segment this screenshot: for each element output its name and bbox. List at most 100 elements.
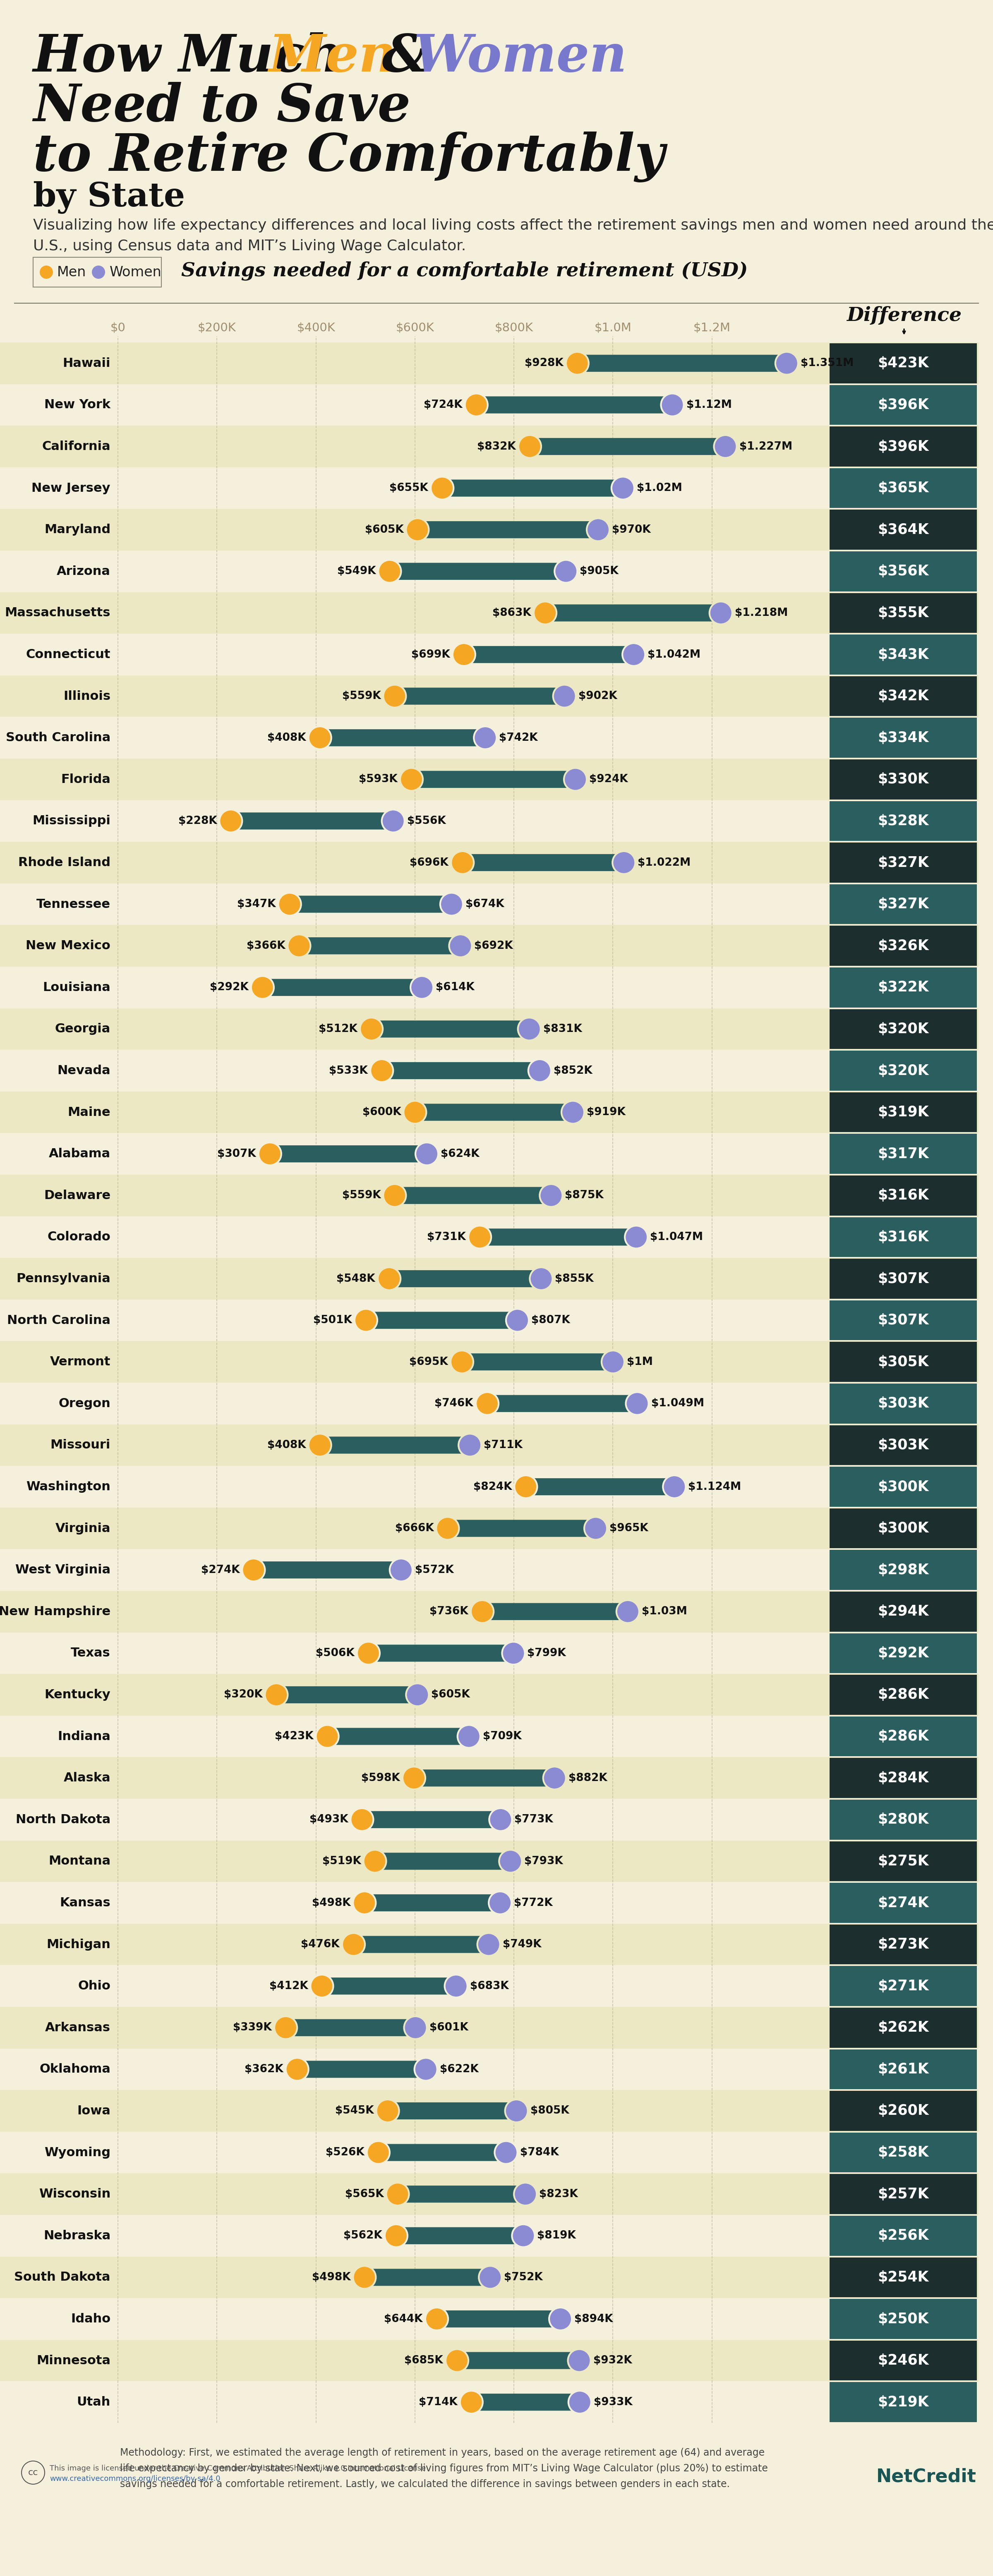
FancyBboxPatch shape	[829, 2257, 977, 2298]
Text: $246K: $246K	[878, 2354, 928, 2367]
Text: This image is licensed under the Creative Commons Attribution-Share Alike 4.0 In: This image is licensed under the Creativ…	[50, 2465, 426, 2473]
FancyBboxPatch shape	[462, 1352, 614, 1370]
Circle shape	[360, 1018, 382, 1041]
Text: New Mexico: New Mexico	[26, 940, 110, 951]
Text: $342K: $342K	[878, 690, 928, 703]
FancyBboxPatch shape	[0, 1257, 978, 1298]
Circle shape	[376, 2099, 399, 2123]
Text: $256K: $256K	[878, 2228, 928, 2244]
Text: $423K: $423K	[275, 1731, 314, 1741]
Text: $423K: $423K	[878, 355, 928, 371]
Text: $559K: $559K	[342, 690, 380, 701]
FancyBboxPatch shape	[829, 1051, 977, 1090]
Text: Arizona: Arizona	[57, 564, 110, 577]
Text: Indiana: Indiana	[58, 1731, 110, 1741]
FancyBboxPatch shape	[462, 855, 625, 871]
Circle shape	[258, 1144, 281, 1164]
Text: Utah: Utah	[76, 2396, 110, 2409]
Text: $396K: $396K	[878, 397, 928, 412]
FancyBboxPatch shape	[829, 428, 977, 466]
Circle shape	[568, 2391, 591, 2414]
Text: $316K: $316K	[878, 1231, 928, 1244]
Text: California: California	[42, 440, 110, 453]
Text: $408K: $408K	[267, 1440, 306, 1450]
Text: $1.022M: $1.022M	[638, 858, 691, 868]
FancyBboxPatch shape	[525, 1479, 675, 1494]
Text: $343K: $343K	[878, 647, 928, 662]
FancyBboxPatch shape	[0, 2048, 978, 2089]
Text: $506K: $506K	[316, 1649, 355, 1659]
Circle shape	[274, 2017, 297, 2040]
Circle shape	[449, 935, 472, 958]
FancyBboxPatch shape	[361, 1811, 501, 1829]
FancyBboxPatch shape	[471, 2393, 580, 2411]
FancyBboxPatch shape	[394, 1188, 552, 1203]
Circle shape	[512, 2223, 534, 2246]
Text: Massachusetts: Massachusetts	[5, 608, 110, 618]
FancyBboxPatch shape	[0, 801, 978, 842]
Text: $600K: $600K	[362, 1108, 401, 1118]
FancyBboxPatch shape	[829, 1965, 977, 2007]
FancyBboxPatch shape	[374, 1852, 511, 1870]
FancyBboxPatch shape	[320, 1437, 471, 1453]
Text: $773K: $773K	[514, 1814, 553, 1824]
Circle shape	[479, 2267, 501, 2287]
FancyBboxPatch shape	[829, 2342, 977, 2380]
FancyBboxPatch shape	[829, 884, 977, 925]
Text: West Virginia: West Virginia	[15, 1564, 110, 1577]
FancyBboxPatch shape	[829, 2383, 977, 2421]
Text: $334K: $334K	[878, 732, 928, 744]
Text: $1.12M: $1.12M	[686, 399, 732, 410]
FancyBboxPatch shape	[829, 1801, 977, 1839]
Circle shape	[389, 1558, 412, 1582]
Circle shape	[663, 1476, 686, 1499]
Text: Rhode Island: Rhode Island	[18, 858, 110, 868]
FancyBboxPatch shape	[387, 2102, 517, 2120]
Text: $300K: $300K	[878, 1479, 928, 1494]
Circle shape	[453, 644, 476, 667]
FancyBboxPatch shape	[829, 2298, 977, 2339]
FancyBboxPatch shape	[829, 2007, 977, 2048]
Circle shape	[623, 644, 645, 667]
Text: $1.042M: $1.042M	[647, 649, 701, 659]
Circle shape	[384, 2223, 407, 2246]
Text: to Retire Comfortably: to Retire Comfortably	[33, 131, 664, 183]
Text: $1M: $1M	[627, 1358, 652, 1368]
Circle shape	[514, 2182, 536, 2205]
Circle shape	[587, 518, 610, 541]
FancyBboxPatch shape	[829, 2174, 977, 2215]
Circle shape	[366, 2141, 389, 2164]
Text: $711K: $711K	[484, 1440, 522, 1450]
Text: NetCredit: NetCredit	[877, 2468, 976, 2486]
Circle shape	[549, 2308, 572, 2331]
Text: Kansas: Kansas	[60, 1896, 110, 1909]
Circle shape	[354, 2267, 375, 2287]
Text: Missouri: Missouri	[51, 1440, 110, 1450]
Circle shape	[505, 2099, 528, 2123]
FancyBboxPatch shape	[413, 1770, 555, 1788]
FancyBboxPatch shape	[829, 719, 977, 757]
Circle shape	[617, 1600, 639, 1623]
Circle shape	[40, 265, 53, 278]
Text: $327K: $327K	[878, 896, 928, 912]
FancyBboxPatch shape	[397, 2184, 526, 2202]
Text: Maine: Maine	[68, 1105, 110, 1118]
FancyBboxPatch shape	[829, 1883, 977, 1922]
Text: Georgia: Georgia	[55, 1023, 110, 1036]
Text: $412K: $412K	[269, 1981, 308, 1991]
Text: $261K: $261K	[878, 2063, 928, 2076]
Text: $695K: $695K	[409, 1358, 448, 1368]
Text: Tennessee: Tennessee	[37, 899, 110, 909]
Circle shape	[499, 1850, 522, 1873]
FancyBboxPatch shape	[389, 562, 567, 580]
Text: Women: Women	[109, 265, 162, 278]
Circle shape	[378, 559, 401, 582]
Text: $1.2M: $1.2M	[693, 322, 731, 335]
FancyBboxPatch shape	[0, 1175, 978, 1216]
Text: Virginia: Virginia	[56, 1522, 110, 1535]
Circle shape	[414, 2058, 437, 2081]
Circle shape	[381, 809, 404, 832]
Text: Visualizing how life expectancy differences and local living costs affect the re: Visualizing how life expectancy differen…	[33, 219, 993, 232]
Text: Texas: Texas	[71, 1646, 110, 1659]
Text: $805K: $805K	[530, 2105, 569, 2117]
